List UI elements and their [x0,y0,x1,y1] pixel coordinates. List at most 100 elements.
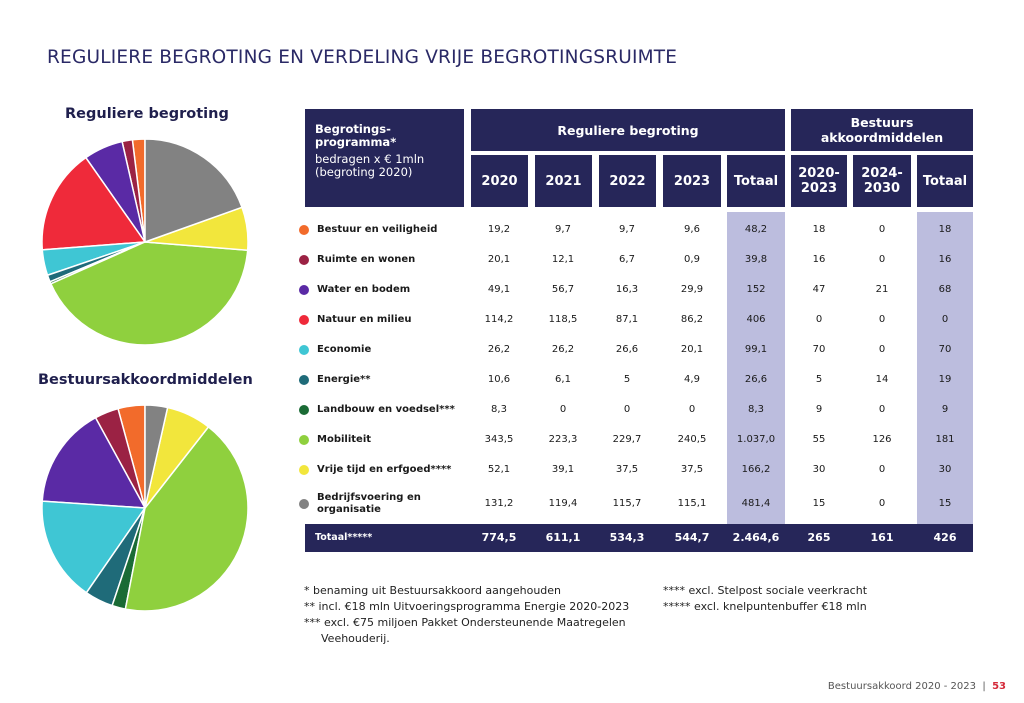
row-label: Water en bodem [299,278,410,302]
table-cell: 16 [938,254,952,265]
row-label: Mobiliteit [299,428,371,452]
table-cell: 0 [815,314,823,325]
table-cell: 229,7 [612,434,642,445]
legend-dot-icon [299,435,309,445]
table-cell: 39,8 [744,254,768,265]
table-cell: 16 [812,254,826,265]
col-header-label: 2020 [481,173,518,189]
row-label-text: Energie** [317,374,371,385]
footer-separator: | [982,681,986,692]
row-label: Vrije tijd en erfgoed**** [299,458,451,482]
legend-dot-icon [299,255,309,265]
total-cell: 534,3 [609,531,645,544]
table-cell: 14 [875,374,889,385]
group-header-regular: Reguliere begroting [471,109,785,151]
row-label-text: Natuur en milieu [317,314,412,325]
table-cell: 39,1 [551,464,575,475]
table-cell: 152 [746,284,766,295]
table-cell: 0,9 [684,254,700,265]
table-cell: 70 [938,344,952,355]
table-cell: 20,1 [680,344,704,355]
legend-dot-icon [299,345,309,355]
row-label-text: Ruimte en wonen [317,254,416,265]
table-cell: 26,6 [615,344,639,355]
total-cell: 774,5 [481,531,517,544]
table-corner-header: Begrotings- programma* bedragen x € 1mln… [305,109,464,207]
table-cell: 29,9 [680,284,704,295]
legend-dot-icon [299,405,309,415]
total-row-label: Totaal***** [315,532,373,543]
corner-subtitle: bedragen x € 1mln (begroting 2020) [315,152,425,179]
table-cell: 37,5 [680,464,704,475]
table-cell: 10,6 [487,374,511,385]
table-cell: 406 [746,314,766,325]
table-cell: 26,6 [744,374,768,385]
table-cell: 9,7 [619,224,635,235]
col-header-totaal-coalition: Totaal [917,155,973,207]
table-cell: 15 [938,498,952,509]
table-cell: 15 [812,498,826,509]
row-label: Bedrijfsvoering en organisatie [299,487,421,521]
table-cell: 21 [875,284,889,295]
col-header-label: 2024- 2030 [861,166,903,196]
table-cell: 4,9 [684,374,700,385]
col-header-2022: 2022 [599,155,656,207]
table-cell: 99,1 [744,344,768,355]
table-cell: 114,2 [484,314,514,325]
page-number: 53 [992,681,1006,692]
table-cell: 9,6 [684,224,700,235]
footnote: ***** excl. knelpuntenbuffer €18 mln [663,600,867,613]
table-cell: 19,2 [487,224,511,235]
table-cell: 8,3 [491,404,507,415]
row-label: Natuur en milieu [299,308,412,332]
total-row [305,524,973,552]
footnote: * benaming uit Bestuursakkoord aangehoud… [304,584,562,597]
table-cell: 5 [815,374,823,385]
table-cell: 87,1 [615,314,639,325]
table-cell: 30 [812,464,826,475]
totaal-column-shade [917,212,973,524]
table-cell: 56,7 [551,284,575,295]
table-cell: 5 [623,374,631,385]
col-header-label: Totaal [733,173,779,189]
row-label-text: Bedrijfsvoering en organisatie [317,492,421,515]
table-cell: 55 [812,434,826,445]
table-cell: 1.037,0 [736,434,776,445]
footnote: *** excl. €75 miljoen Pakket Ondersteune… [304,616,626,629]
table-cell: 126 [872,434,892,445]
table-cell: 26,2 [487,344,511,355]
table-cell: 16,3 [615,284,639,295]
table-cell: 52,1 [487,464,511,475]
col-header-label: 2023 [673,173,711,189]
row-label: Economie [299,338,371,362]
pie-chart-regular [41,138,249,346]
table-cell: 0 [688,404,696,415]
group-header-coalition-label: Bestuurs akkoordmiddelen [820,115,944,145]
pie-slice [49,241,249,346]
table-cell: 119,4 [548,498,578,509]
table-cell: 223,3 [548,434,578,445]
row-label-text: Mobiliteit [317,434,372,445]
col-header-label: Totaal [922,173,968,189]
legend-dot-icon [299,465,309,475]
group-header-coalition: Bestuurs akkoordmiddelen [791,109,973,151]
footnote: Veehouderij. [321,632,390,645]
table-cell: 37,5 [615,464,639,475]
table-cell: 0 [878,254,886,265]
col-header-2020-2023: 2020- 2023 [791,155,847,207]
pie-title-coalition: Bestuursakkoordmiddelen [38,372,253,388]
table-cell: 118,5 [548,314,578,325]
table-cell: 166,2 [741,464,771,475]
row-label: Bestuur en veiligheid [299,218,437,242]
table-cell: 48,2 [744,224,768,235]
table-cell: 12,1 [551,254,575,265]
table-cell: 9 [941,404,949,415]
row-label-text: Vrije tijd en erfgoed**** [317,464,452,475]
row-label-text: Bestuur en veiligheid [317,224,438,235]
pie-chart-coalition [41,404,249,612]
table-cell: 0 [559,404,567,415]
pie-slice [41,156,147,251]
table-cell: 131,2 [484,498,514,509]
table-cell: 115,1 [677,498,707,509]
col-header-label: 2020- 2023 [798,166,840,196]
